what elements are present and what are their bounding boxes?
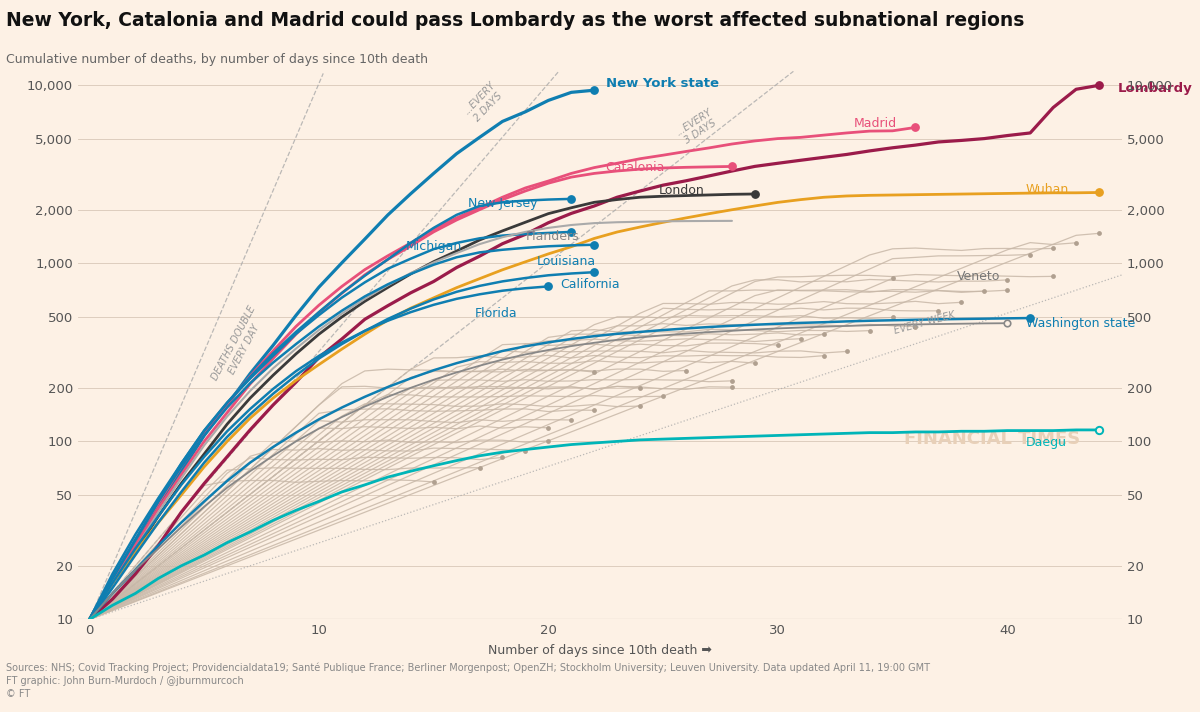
Text: London: London xyxy=(659,184,704,197)
Point xyxy=(997,285,1016,296)
Text: FINANCIAL TIMES: FINANCIAL TIMES xyxy=(904,429,1080,448)
Text: EVERY WEEK: EVERY WEEK xyxy=(893,310,956,336)
Text: Louisiana: Louisiana xyxy=(536,256,596,268)
Point xyxy=(814,350,833,362)
X-axis label: Number of days since 10th death ➡: Number of days since 10th death ➡ xyxy=(488,644,712,657)
Point xyxy=(584,367,604,378)
Point xyxy=(584,85,604,96)
Text: Wuhan: Wuhan xyxy=(1026,183,1069,196)
Point xyxy=(745,357,764,369)
Point xyxy=(1021,313,1040,324)
Point xyxy=(838,346,857,357)
Text: Florida: Florida xyxy=(475,308,517,320)
Text: New York, Catalonia and Madrid could pass Lombardy as the worst affected subnati: New York, Catalonia and Madrid could pas… xyxy=(6,11,1025,30)
Point xyxy=(791,333,810,345)
Text: California: California xyxy=(560,278,619,291)
Point xyxy=(906,122,925,133)
Point xyxy=(1090,187,1109,198)
Point xyxy=(997,274,1016,286)
Point xyxy=(584,404,604,416)
Text: ...EVERY
3 DAYS: ...EVERY 3 DAYS xyxy=(674,107,720,147)
Point xyxy=(1044,243,1063,254)
Point xyxy=(722,382,742,393)
Text: Sources: NHS; Covid Tracking Project; Providencialdata19; Santé Publique France;: Sources: NHS; Covid Tracking Project; Pr… xyxy=(6,662,930,699)
Text: DEATHS DOUBLE
EVERY DAY: DEATHS DOUBLE EVERY DAY xyxy=(210,305,268,388)
Point xyxy=(424,476,443,488)
Point xyxy=(539,281,558,292)
Point xyxy=(722,161,742,172)
Point xyxy=(630,382,649,394)
Point xyxy=(1090,228,1109,239)
Text: Flanders: Flanders xyxy=(526,230,580,243)
Point xyxy=(562,226,581,238)
Point xyxy=(814,329,833,340)
Text: Michigan: Michigan xyxy=(406,240,462,253)
Point xyxy=(1090,80,1109,91)
Text: ...EVERY
2 DAYS: ...EVERY 2 DAYS xyxy=(462,80,506,125)
Point xyxy=(906,321,925,333)
Point xyxy=(1090,424,1109,436)
Text: Daegu: Daegu xyxy=(1026,436,1067,449)
Point xyxy=(974,286,994,297)
Point xyxy=(493,451,512,463)
Point xyxy=(654,391,673,402)
Point xyxy=(470,462,490,473)
Point xyxy=(1021,248,1040,260)
Point xyxy=(584,266,604,278)
Point xyxy=(1067,237,1086,248)
Text: Catalonia: Catalonia xyxy=(606,161,665,174)
Text: Madrid: Madrid xyxy=(853,117,896,130)
Text: New York state: New York state xyxy=(606,78,719,90)
Point xyxy=(929,305,948,317)
Point xyxy=(584,239,604,251)
Point xyxy=(860,325,880,336)
Text: Cumulative number of deaths, by number of days since 10th death: Cumulative number of deaths, by number o… xyxy=(6,53,428,66)
Point xyxy=(539,422,558,434)
Point xyxy=(883,273,902,284)
Point xyxy=(952,297,971,308)
Point xyxy=(1044,271,1063,282)
Text: New Jersey: New Jersey xyxy=(468,197,538,209)
Point xyxy=(539,435,558,446)
Point xyxy=(883,312,902,323)
Point xyxy=(562,193,581,204)
Point xyxy=(722,375,742,387)
Point xyxy=(997,318,1016,329)
Text: Washington state: Washington state xyxy=(1026,317,1135,330)
Point xyxy=(516,445,535,456)
Point xyxy=(630,400,649,412)
Point xyxy=(562,414,581,426)
Point xyxy=(677,365,696,376)
Text: Veneto: Veneto xyxy=(956,271,1000,283)
Point xyxy=(768,340,787,351)
Text: Lombardy: Lombardy xyxy=(1117,82,1192,95)
Point xyxy=(745,188,764,199)
